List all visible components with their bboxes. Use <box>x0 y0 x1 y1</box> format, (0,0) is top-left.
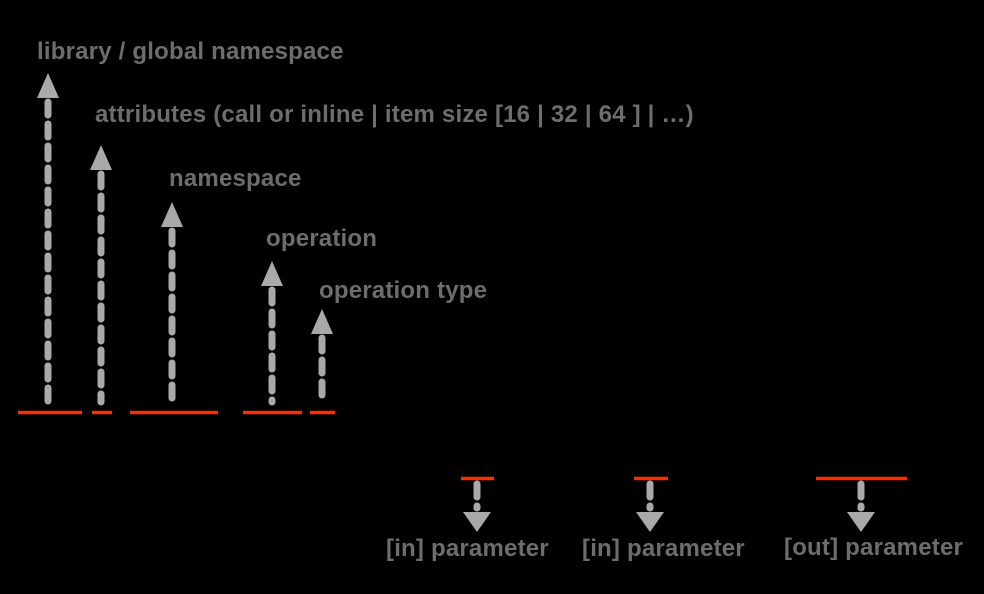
down-arrow-out-parameter <box>847 480 875 532</box>
down-arrow-in-parameter-2 <box>636 480 664 532</box>
up-arrow-operation <box>261 261 283 406</box>
label-in-parameter-2: [in] parameter <box>582 535 745 562</box>
label-in-parameter-1: [in] parameter <box>386 535 549 562</box>
down-arrow-in-parameter-1 <box>463 480 491 532</box>
label-operation: operation <box>266 225 378 252</box>
up-arrow-namespace <box>161 202 183 406</box>
label-attributes: attributes (call or inline | item size [… <box>95 101 694 128</box>
label-library-global-namespace: library / global namespace <box>37 38 344 65</box>
label-operation-type: operation type <box>319 277 488 304</box>
label-out-parameter: [out] parameter <box>784 534 964 561</box>
label-namespace: namespace <box>169 165 302 192</box>
up-arrow-attributes <box>90 145 112 406</box>
up-arrow-library-global-namespace <box>37 73 59 406</box>
up-arrow-operation-type <box>311 309 333 406</box>
